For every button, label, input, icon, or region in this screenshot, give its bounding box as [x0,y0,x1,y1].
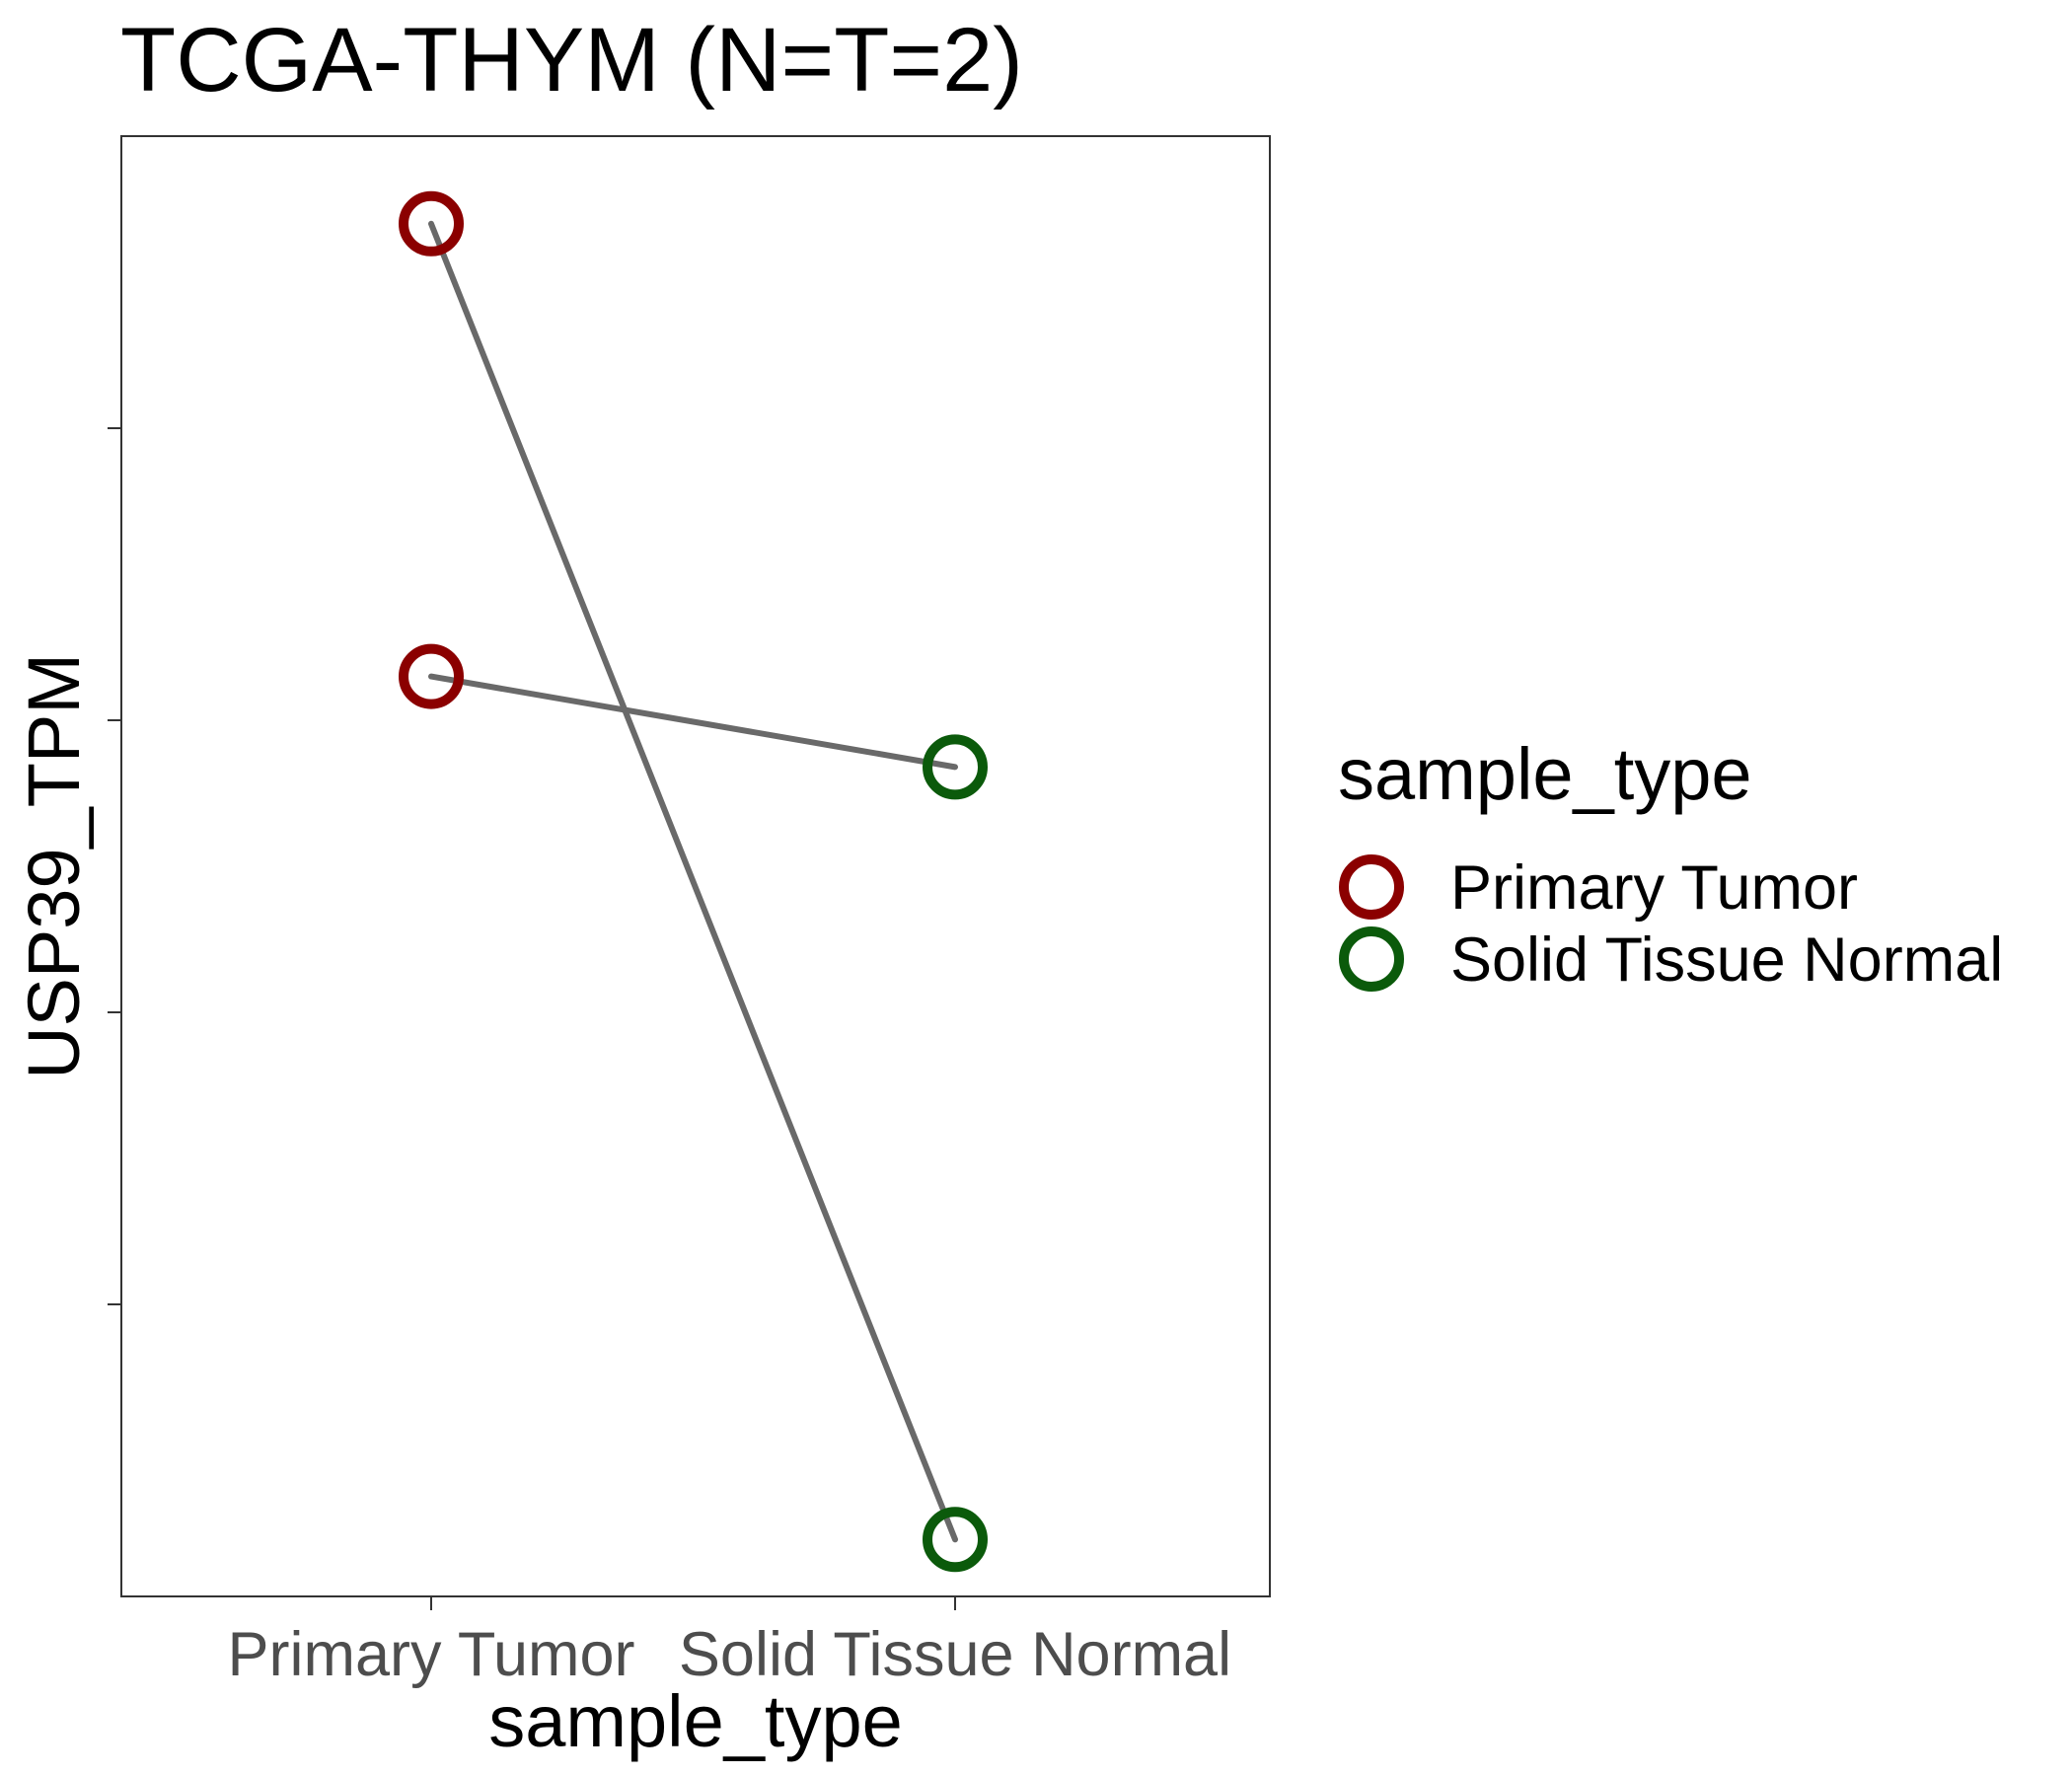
legend-label-1: Primary Tumor [1450,853,1858,923]
chart-title: TCGA-THYM (N=T=2) [120,10,1023,111]
legend-key-1 [1339,854,1404,920]
plot-panel [120,135,1271,1597]
x-tick-label-2: Solid Tissue Normal [679,1620,1231,1689]
pair-lines [428,220,958,1543]
y-axis-title: USP39_TPM [13,653,95,1079]
x-axis-title: sample_type [488,1680,903,1762]
point-primary-tumor-1 [399,190,464,257]
data-points [399,190,988,1573]
y-axis-ticks [108,427,121,1305]
x-tick-label-1: Primary Tumor [227,1620,634,1689]
point-primary-tumor-2 [399,643,464,709]
legend-key-2 [1339,926,1404,992]
pair-line-2 [428,673,958,771]
point-solid-tissue-normal-2 [923,734,988,800]
x-axis-ticks: Primary Tumor Solid Tissue Normal [227,1596,1231,1689]
point-solid-tissue-normal-1 [923,1507,988,1573]
legend-label-2: Solid Tissue Normal [1450,925,2003,995]
pair-line-1 [428,220,958,1543]
legend-title: sample_type [1338,733,1752,815]
